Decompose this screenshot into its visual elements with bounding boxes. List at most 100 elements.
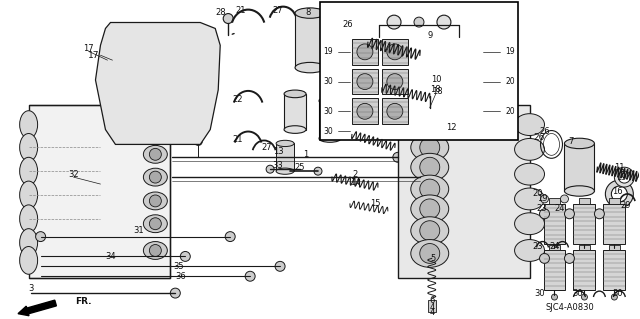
Bar <box>604 250 625 290</box>
Text: 27: 27 <box>262 143 273 152</box>
Ellipse shape <box>143 241 167 259</box>
Bar <box>319 101 341 138</box>
Circle shape <box>166 106 174 114</box>
Circle shape <box>186 61 195 69</box>
Circle shape <box>170 288 180 298</box>
Ellipse shape <box>143 168 167 186</box>
Ellipse shape <box>411 195 449 223</box>
Text: 19: 19 <box>616 173 627 182</box>
Bar <box>382 69 408 94</box>
Text: 7: 7 <box>569 137 574 146</box>
Text: 21: 21 <box>232 135 243 144</box>
Ellipse shape <box>411 134 449 161</box>
Circle shape <box>420 157 440 177</box>
Bar <box>382 39 408 65</box>
Circle shape <box>387 44 403 60</box>
Text: 29: 29 <box>620 201 630 210</box>
Text: 12: 12 <box>447 123 457 132</box>
Text: 3: 3 <box>28 284 33 293</box>
Text: 14: 14 <box>349 178 360 187</box>
Bar <box>564 144 595 191</box>
Circle shape <box>314 167 322 175</box>
Text: 16: 16 <box>612 187 623 196</box>
Text: 33: 33 <box>273 161 284 170</box>
Ellipse shape <box>276 140 294 146</box>
Circle shape <box>418 96 442 120</box>
Ellipse shape <box>564 138 595 149</box>
Text: FR.: FR. <box>76 297 92 306</box>
Circle shape <box>564 254 575 263</box>
Circle shape <box>420 137 440 157</box>
Circle shape <box>149 218 161 230</box>
Bar <box>284 94 306 130</box>
Text: 19: 19 <box>505 47 515 56</box>
Circle shape <box>357 44 373 60</box>
Circle shape <box>136 116 145 123</box>
Text: 35: 35 <box>173 262 184 271</box>
Ellipse shape <box>334 69 356 77</box>
Text: 24: 24 <box>554 204 564 213</box>
Circle shape <box>181 41 189 49</box>
Text: 28: 28 <box>215 8 225 17</box>
Circle shape <box>36 232 45 241</box>
FancyArrow shape <box>18 300 56 316</box>
Circle shape <box>149 195 161 207</box>
Circle shape <box>357 74 373 90</box>
Bar <box>543 250 566 290</box>
Text: 27: 27 <box>273 6 284 15</box>
Text: 20: 20 <box>532 189 543 198</box>
Text: 6: 6 <box>429 295 435 305</box>
Ellipse shape <box>295 63 325 73</box>
Ellipse shape <box>284 90 306 98</box>
Ellipse shape <box>295 8 325 18</box>
Circle shape <box>172 28 179 36</box>
Bar <box>573 204 595 243</box>
Ellipse shape <box>20 157 38 185</box>
Circle shape <box>116 56 124 64</box>
Text: 19: 19 <box>323 47 333 56</box>
Text: 4: 4 <box>429 303 435 313</box>
Bar <box>604 204 625 243</box>
Ellipse shape <box>143 215 167 233</box>
Circle shape <box>552 294 557 300</box>
Text: 8: 8 <box>305 8 310 17</box>
Circle shape <box>152 121 159 129</box>
Text: 24: 24 <box>549 242 560 251</box>
Text: 30: 30 <box>612 289 623 298</box>
Circle shape <box>147 71 154 79</box>
Text: 30: 30 <box>572 289 583 298</box>
Ellipse shape <box>276 168 294 174</box>
Ellipse shape <box>143 192 167 210</box>
Text: 17: 17 <box>83 44 94 53</box>
Ellipse shape <box>20 247 38 274</box>
Circle shape <box>414 17 424 27</box>
Circle shape <box>149 123 161 136</box>
Ellipse shape <box>411 217 449 245</box>
Circle shape <box>245 271 255 281</box>
Text: 23: 23 <box>536 204 547 213</box>
Circle shape <box>420 115 440 135</box>
Text: 17: 17 <box>88 51 99 60</box>
Ellipse shape <box>319 97 341 105</box>
Circle shape <box>614 167 634 187</box>
Bar <box>398 105 529 278</box>
Text: 31: 31 <box>133 226 144 235</box>
Bar <box>334 31 356 73</box>
Bar <box>428 300 436 312</box>
Circle shape <box>420 243 440 263</box>
Ellipse shape <box>334 28 356 35</box>
Text: 30: 30 <box>534 289 545 298</box>
Text: 9: 9 <box>427 31 433 40</box>
Text: 30: 30 <box>323 107 333 116</box>
Bar <box>352 99 378 124</box>
Ellipse shape <box>564 186 595 196</box>
Text: 36: 36 <box>175 272 186 281</box>
Bar <box>579 198 590 204</box>
Circle shape <box>540 209 550 219</box>
Text: SJC4-A0830: SJC4-A0830 <box>545 303 594 313</box>
Text: 20: 20 <box>505 77 515 86</box>
Circle shape <box>266 165 274 173</box>
Text: 30: 30 <box>323 127 333 136</box>
Circle shape <box>387 103 403 119</box>
Bar <box>352 69 378 94</box>
